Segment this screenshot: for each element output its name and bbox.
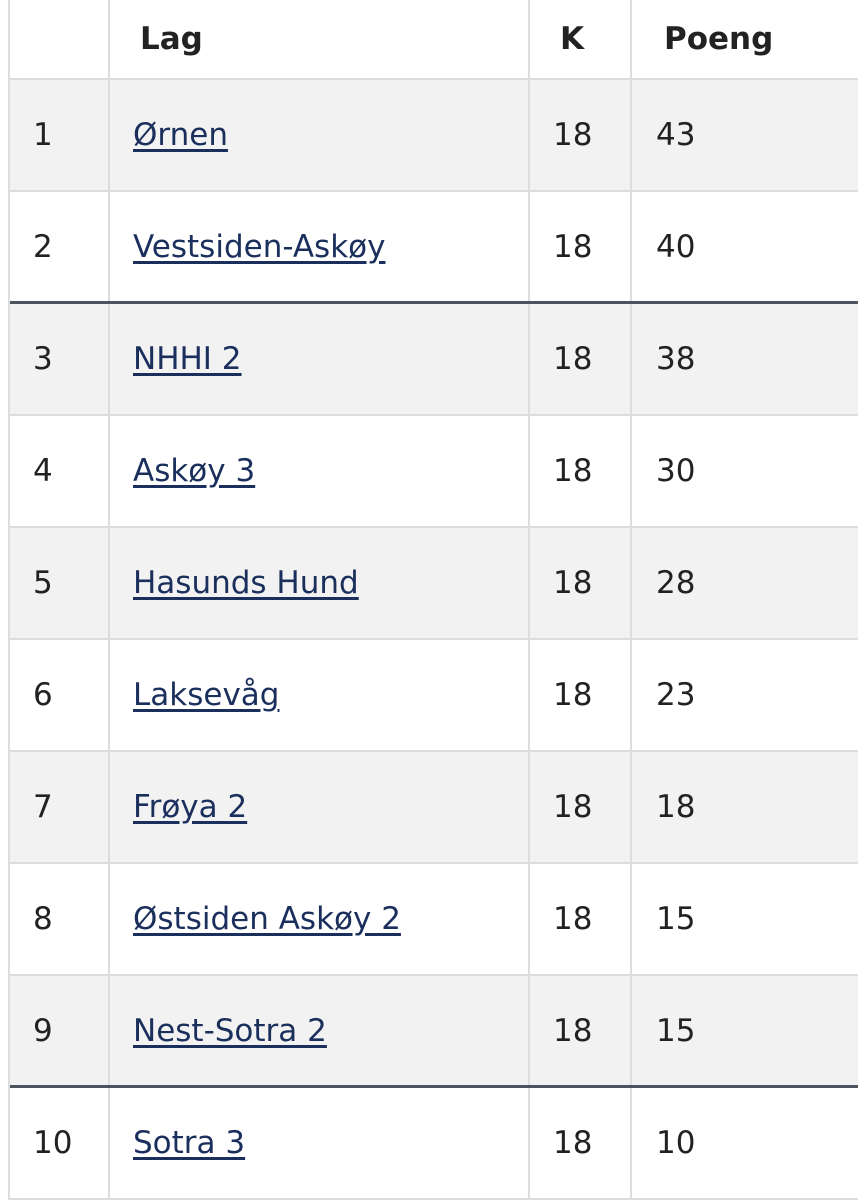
team-cell: Askøy 3 xyxy=(110,416,530,526)
team-link[interactable]: Sotra 3 xyxy=(133,1125,246,1161)
points-cell: 30 xyxy=(656,453,696,489)
team-cell: Østsiden Askøy 2 xyxy=(110,864,530,974)
position-cell: 3 xyxy=(10,304,110,414)
played-cell: 18 xyxy=(530,416,632,526)
table-row: 4 Askøy 3 18 30 xyxy=(10,416,858,528)
points-cell: 40 xyxy=(656,228,696,265)
header-row: Lag K Poeng xyxy=(10,0,858,80)
team-cell: NHHI 2 xyxy=(110,304,530,414)
position-cell: 5 xyxy=(10,528,110,638)
position-cell: 2 xyxy=(10,192,110,301)
position-cell: 9 xyxy=(10,976,110,1085)
table-row: 2 Vestsiden-Askøy 18 40 xyxy=(10,192,858,304)
header-cell: K xyxy=(530,0,632,78)
points-cell: 10 xyxy=(656,1125,696,1161)
header-cell xyxy=(10,0,110,78)
points-cell: 18 xyxy=(656,789,696,825)
team-link[interactable]: Østsiden Askøy 2 xyxy=(133,901,401,937)
points-cell: 28 xyxy=(656,565,696,601)
standings-table: Lag K Poeng 1 Ørnen 18 43 2 Vestsiden-Askøy 18… xyxy=(8,0,858,1200)
table-row: 5 Hasunds Hund 18 28 xyxy=(10,528,858,640)
played-cell: 18 xyxy=(530,640,632,750)
team-cell: Sotra 3 xyxy=(110,1088,530,1198)
position-cell: 10 xyxy=(10,1088,110,1198)
team-link[interactable]: Frøya 2 xyxy=(133,789,248,825)
points-cell: 43 xyxy=(656,117,696,153)
team-link[interactable]: Ørnen xyxy=(133,117,228,153)
team-cell: Frøya 2 xyxy=(110,752,530,862)
table-row: 9 Nest-Sotra 2 18 15 xyxy=(10,976,858,1088)
position-cell: 8 xyxy=(10,864,110,974)
points-cell: 15 xyxy=(656,901,696,937)
played-cell: 18 xyxy=(530,304,632,414)
played-cell: 18 xyxy=(530,528,632,638)
position-cell: 4 xyxy=(10,416,110,526)
team-cell: Hasunds Hund xyxy=(110,528,530,638)
played-cell: 18 xyxy=(530,752,632,862)
played-cell: 18 xyxy=(530,976,632,1085)
table-row: 3 NHHI 2 18 38 xyxy=(10,304,858,416)
team-cell: Vestsiden-Askøy xyxy=(110,192,530,301)
team-cell: Ørnen xyxy=(110,80,530,190)
played-cell: 18 xyxy=(530,192,632,301)
played-cell: 18 xyxy=(530,864,632,974)
team-link[interactable]: NHHI 2 xyxy=(133,341,242,377)
team-link[interactable]: Laksevåg xyxy=(133,677,280,713)
team-link[interactable]: Hasunds Hund xyxy=(133,565,359,601)
team-link[interactable]: Vestsiden-Askøy xyxy=(133,228,386,265)
played-cell: 18 xyxy=(530,1088,632,1198)
team-cell: Laksevåg xyxy=(110,640,530,750)
points-cell: 23 xyxy=(656,677,696,713)
team-link[interactable]: Nest-Sotra 2 xyxy=(133,1012,327,1049)
points-cell: 15 xyxy=(656,1012,696,1049)
header-cell: Poeng xyxy=(664,21,774,57)
team-cell: Nest-Sotra 2 xyxy=(110,976,530,1085)
position-cell: 1 xyxy=(10,80,110,190)
team-link[interactable]: Askøy 3 xyxy=(133,453,256,489)
header-cell: Lag xyxy=(110,0,530,78)
table-row: 6 Laksevåg 18 23 xyxy=(10,640,858,752)
points-cell: 38 xyxy=(656,341,696,377)
position-cell: 7 xyxy=(10,752,110,862)
table-row: 1 Ørnen 18 43 xyxy=(10,80,858,192)
played-cell: 18 xyxy=(530,80,632,190)
position-cell: 6 xyxy=(10,640,110,750)
table-row: 8 Østsiden Askøy 2 18 15 xyxy=(10,864,858,976)
table-row: 10 Sotra 3 18 10 xyxy=(10,1088,858,1200)
table-row: 7 Frøya 2 18 18 xyxy=(10,752,858,864)
